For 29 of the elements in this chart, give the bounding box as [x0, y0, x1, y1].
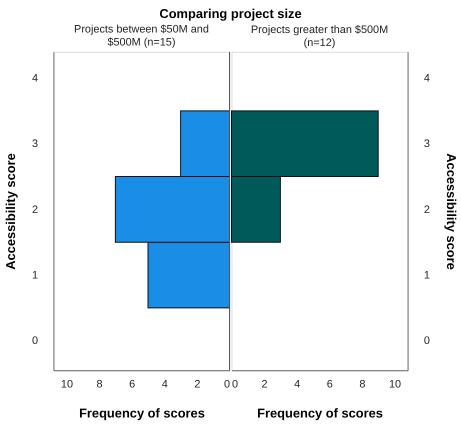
chart-subtitle: Projects greater than $500M (n=12) [250, 24, 388, 49]
x-tick-label: 8 [96, 378, 103, 391]
x-axis-title: Frequency of scores [79, 405, 205, 420]
x-tick-label: 6 [326, 378, 333, 391]
y-tick-label: 1 [424, 270, 430, 282]
x-tick-label: 10 [388, 378, 402, 391]
chart-title: Comparing project size [159, 6, 302, 22]
x-tick-label: 4 [294, 378, 300, 391]
chart-subtitle: Projects between $50M and $500M (n=15) [74, 23, 209, 48]
y-tick-label: 1 [32, 270, 38, 282]
y-axis-title: Accessibility score [444, 153, 459, 270]
x-tick-label: 8 [359, 378, 366, 391]
x-tick-label: 0 [224, 378, 230, 391]
y-tick-label: 2 [32, 204, 38, 216]
y-tick-label: 3 [424, 138, 430, 150]
x-tick-label: 2 [194, 378, 200, 391]
y-tick-label: 4 [424, 72, 430, 84]
y-tick-label: 4 [32, 72, 38, 84]
x-axis-title: Frequency of scores [257, 405, 383, 420]
x-tick-label: 6 [129, 378, 136, 391]
y-tick-label: 0 [424, 335, 430, 348]
x-tick-label: 0 [232, 378, 238, 391]
x-tick-label: 4 [162, 378, 168, 391]
y-axis-title: Accessibility score [3, 153, 18, 270]
y-tick-label: 0 [32, 335, 38, 348]
y-tick-label: 2 [424, 204, 430, 216]
x-tick-label: 2 [262, 378, 268, 391]
x-tick-label: 10 [60, 378, 74, 391]
y-tick-label: 3 [32, 138, 38, 150]
